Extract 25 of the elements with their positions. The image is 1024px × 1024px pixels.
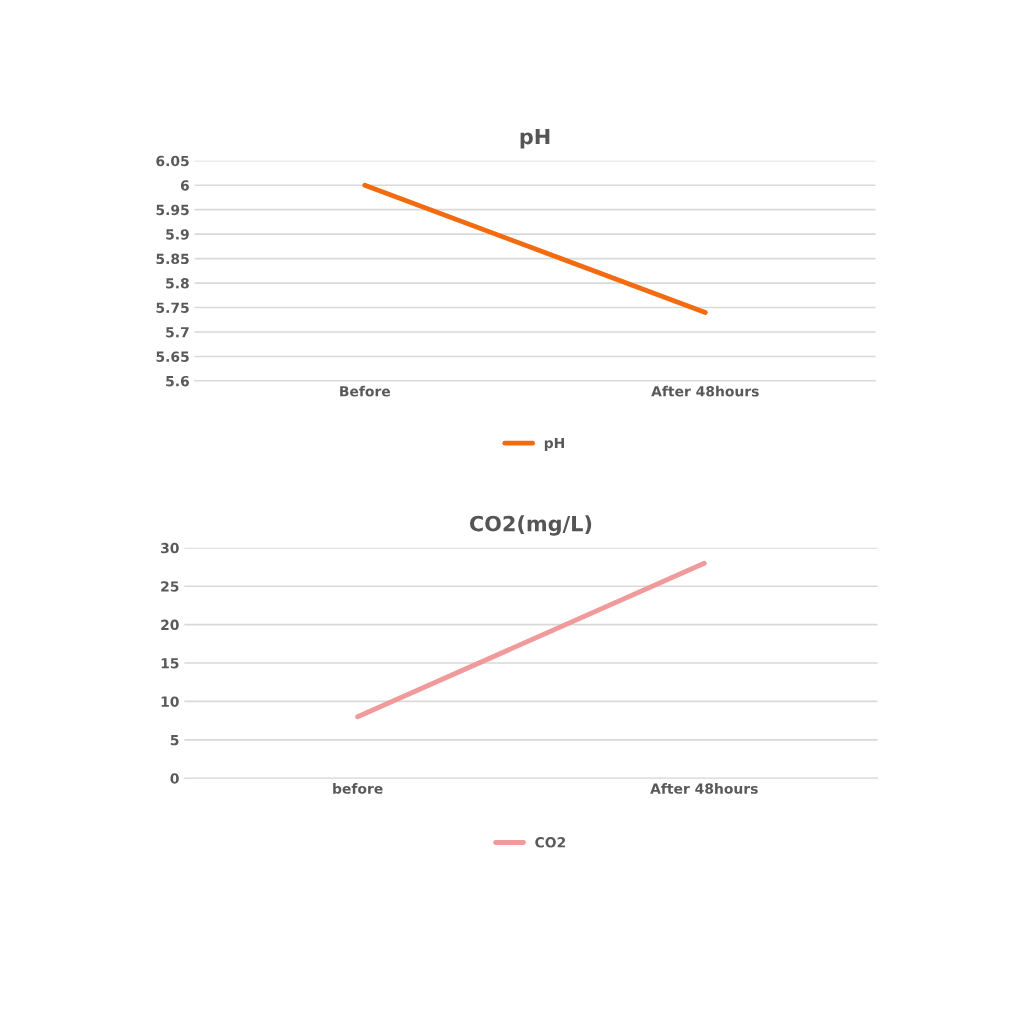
legend-label: CO2 (535, 837, 566, 848)
y-tick-label: 5.6 (166, 375, 189, 387)
y-tick-label: 5.75 (156, 302, 189, 314)
x-tick-label: before (333, 783, 383, 794)
chart-title: pH (520, 128, 550, 149)
y-tick-label: 6 (180, 180, 189, 191)
y-tick-label: 20 (161, 619, 179, 631)
y-tick-label: 5.7 (166, 327, 189, 338)
y-tick-label: 5.95 (156, 204, 189, 216)
legend-label: pH (544, 437, 564, 451)
y-tick-label: 15 (161, 658, 179, 669)
chart-title: CO2(mg/L) (469, 515, 592, 536)
x-tick-label: After 48hours (651, 385, 759, 397)
y-tick-label: 5.85 (156, 253, 189, 265)
y-tick-label: 5.8 (166, 278, 189, 289)
y-tick-label: 0 (170, 773, 179, 784)
x-tick-label: Before (340, 385, 391, 397)
y-tick-label: 30 (161, 542, 179, 554)
y-tick-label: 25 (161, 581, 179, 592)
y-tick-label: 10 (161, 696, 179, 707)
y-tick-label: 5.65 (156, 351, 189, 362)
y-tick-label: 6.05 (156, 155, 189, 167)
y-tick-label: 5.9 (166, 229, 189, 240)
x-tick-label: After 48hours (650, 783, 758, 794)
y-tick-label: 5 (170, 734, 179, 746)
